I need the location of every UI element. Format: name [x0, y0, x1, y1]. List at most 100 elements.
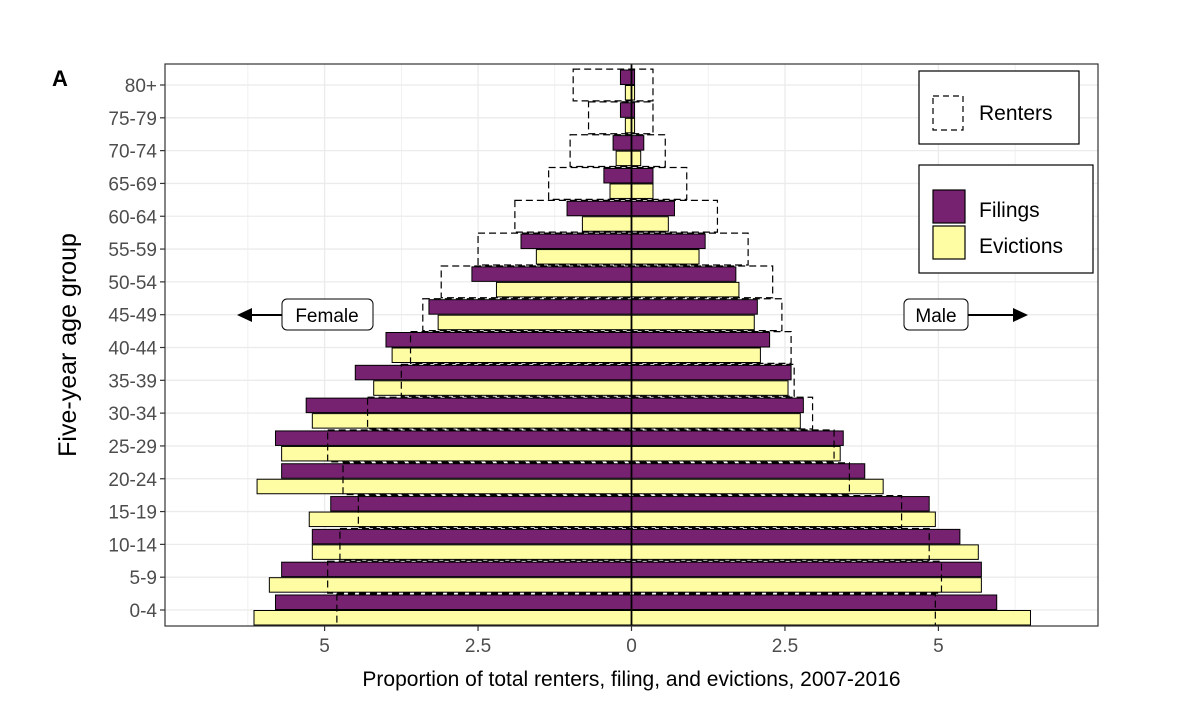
male-arrow-head-icon	[1013, 308, 1028, 322]
bar-evictions-male	[631, 314, 755, 331]
bar-filings-female	[311, 528, 632, 545]
legend-filings-evictions: Filings Evictions	[918, 164, 1094, 274]
renters-outline	[400, 363, 795, 397]
male-direction-label: Male	[903, 298, 1028, 331]
bar-filings-female	[471, 266, 632, 282]
bar-filings-female	[274, 430, 632, 446]
bar-evictions-male	[631, 544, 979, 560]
renters-layer	[327, 68, 943, 627]
bar-evictions-female	[624, 85, 632, 101]
y-tick-label: 70-74	[108, 142, 157, 163]
bar-evictions-male	[631, 380, 789, 396]
x-tick-label: 2.5	[772, 636, 798, 657]
bar-filings-male	[631, 299, 758, 315]
y-tick-label: 60-64	[108, 207, 157, 228]
y-tick-label: 55-59	[108, 240, 157, 261]
y-tick-label: 30-34	[108, 404, 157, 425]
bar-filings-female	[274, 594, 632, 610]
bar-filings-male	[631, 397, 804, 414]
bar-filings-male	[631, 233, 706, 250]
panel-tag: A	[52, 66, 68, 91]
y-tick-label: 50-54	[108, 273, 157, 294]
bar-evictions-female	[311, 413, 632, 429]
bar-filings-male	[631, 594, 998, 610]
female-label: Female	[295, 306, 358, 327]
y-tick-label: 0-4	[130, 601, 158, 622]
bar-filings-male	[631, 561, 982, 578]
x-tick-label: 0	[626, 636, 637, 657]
bar-evictions-female	[308, 511, 632, 528]
female-direction-label: Female	[237, 298, 374, 331]
x-tick-label: 5	[933, 636, 944, 657]
x-ticks-layer: 5 2.5 0 2.5 5	[319, 626, 944, 657]
legend-renters: Renters	[918, 70, 1080, 145]
bar-evictions-female	[391, 347, 632, 363]
bar-evictions-male	[631, 445, 841, 462]
bar-evictions-female	[268, 577, 632, 593]
bar-filings-male	[631, 135, 645, 151]
y-tick-label: 10-14	[108, 535, 157, 556]
bar-evictions-male	[631, 281, 740, 298]
bar-filings-female	[520, 233, 633, 250]
y-axis-title: Five-year age group	[54, 233, 82, 457]
bar-filings-male	[631, 430, 844, 446]
renters-outline	[440, 265, 774, 299]
bar-filings-female	[305, 397, 632, 414]
bar-evictions-male	[631, 150, 642, 167]
y-tick-label: 35-39	[108, 371, 157, 392]
bar-filings-male	[631, 266, 737, 282]
bar-evictions-female	[495, 281, 633, 298]
bar-evictions-female	[609, 183, 632, 199]
bar-evictions-male	[631, 610, 1031, 626]
bars-layer	[253, 69, 1031, 626]
renters-outline	[409, 330, 792, 365]
legend-renters-label: Renters	[979, 102, 1053, 125]
bar-filings-female	[354, 364, 632, 381]
y-tick-label: 65-69	[108, 174, 157, 195]
renters-outline	[569, 134, 666, 168]
bar-evictions-male	[631, 183, 654, 199]
bar-evictions-female	[256, 478, 632, 495]
bar-filings-male	[631, 167, 654, 184]
bar-filings-female	[385, 332, 633, 348]
bar-evictions-female	[581, 216, 632, 232]
bar-evictions-female	[535, 249, 633, 265]
legend-filings-key	[932, 189, 966, 224]
y-tick-label: 15-19	[108, 503, 157, 524]
y-tick-label: 5-9	[130, 568, 157, 589]
bar-filings-male	[631, 364, 792, 381]
bar-evictions-female	[253, 610, 632, 626]
y-tick-label: 20-24	[108, 470, 157, 491]
bar-filings-male	[631, 332, 771, 348]
y-tick-label: 80+	[125, 76, 157, 97]
bar-evictions-male	[631, 413, 801, 429]
bar-filings-female	[612, 135, 632, 151]
renters-outline	[357, 495, 903, 529]
bar-evictions-male	[631, 216, 669, 232]
y-tick-label: 25-29	[108, 437, 157, 458]
renters-outline	[422, 298, 783, 332]
y-ticks-layer: 0-4 5-9 10-14 15-19 20-24 25-29 30-34 35-39 40-4…	[108, 76, 165, 622]
bar-filings-female	[619, 102, 632, 118]
bar-filings-female	[330, 496, 632, 512]
male-label: Male	[915, 306, 956, 327]
renters-outline	[514, 199, 719, 233]
renters-outline	[327, 560, 943, 594]
bar-filings-male	[631, 528, 961, 545]
bar-filings-female	[428, 299, 632, 315]
bar-evictions-female	[615, 150, 632, 167]
female-label-box	[281, 298, 374, 331]
female-arrow-head-icon	[237, 308, 252, 322]
bar-filings-female	[281, 561, 632, 578]
bar-evictions-male	[631, 478, 884, 495]
bar-evictions-female	[437, 314, 633, 331]
renters-outline	[548, 166, 688, 200]
legend-filings-label: Filings	[979, 199, 1040, 222]
bar-evictions-male	[631, 577, 982, 593]
bar-filings-female	[281, 463, 632, 479]
bar-filings-male	[631, 200, 675, 217]
renters-outline	[327, 429, 835, 463]
legend-renters-box	[918, 70, 1080, 145]
legend-evictions-key	[932, 225, 966, 260]
